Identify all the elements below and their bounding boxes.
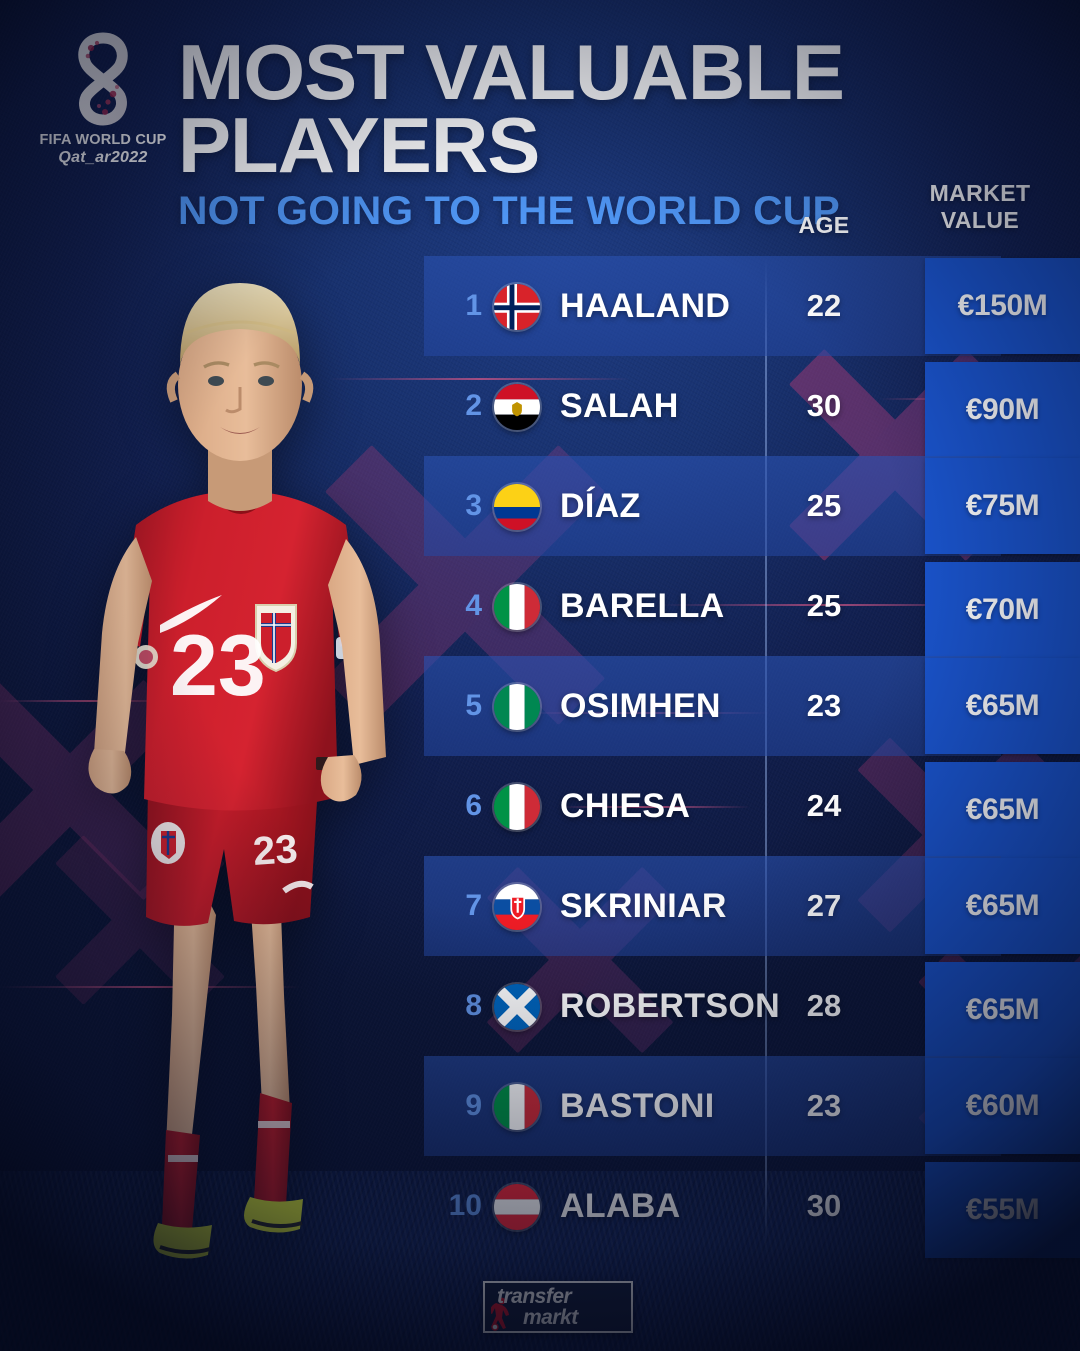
- row-market-value: €90M: [965, 393, 1040, 426]
- row-rank: 1: [465, 289, 482, 322]
- table-row[interactable]: 1 HAALAND 22 €150M: [424, 256, 1080, 356]
- row-player-name: ROBERTSON: [560, 986, 780, 1025]
- flag-icon-italy: [494, 584, 540, 630]
- row-age: 30: [806, 388, 842, 423]
- row-market-value: €55M: [965, 1193, 1040, 1226]
- svg-text:23: 23: [170, 618, 266, 714]
- row-market-value-cell: €90M: [925, 362, 1080, 458]
- row-market-value: €65M: [965, 889, 1040, 922]
- column-header-market-value-line1: MARKET: [929, 180, 1031, 206]
- transfermarkt-logo[interactable]: transfer markt: [483, 1281, 633, 1333]
- table-row[interactable]: 3 DÍAZ 25 €75M: [424, 456, 1080, 556]
- row-player-name: OSIMHEN: [560, 686, 721, 725]
- table-row[interactable]: 9 BASTONI 23 €60M: [424, 1056, 1080, 1156]
- flag-icon-austria: [494, 1184, 540, 1230]
- row-age: 22: [806, 288, 842, 323]
- player-ranking-table: 1 HAALAND 22 €150M 2 SALAH 30 €90M 3 DÍAZ 25 €75…: [424, 256, 1080, 1258]
- row-market-value-cell: €65M: [925, 858, 1080, 954]
- table-row[interactable]: 5 OSIMHEN 23 €65M: [424, 656, 1080, 756]
- fifa-logo-line2: Qat_ar2022: [58, 149, 148, 166]
- row-age: 28: [806, 988, 842, 1023]
- row-market-value: €60M: [965, 1089, 1040, 1122]
- row-market-value-cell: €75M: [925, 458, 1080, 554]
- row-age: 23: [806, 688, 842, 723]
- column-header-market-value-line2: VALUE: [940, 207, 1020, 234]
- row-rank: 2: [465, 389, 482, 422]
- row-age: 23: [806, 1088, 842, 1123]
- flag-icon-slovakia: [494, 884, 540, 930]
- row-player-name: BARELLA: [560, 586, 725, 625]
- row-rank: 8: [465, 989, 482, 1022]
- svg-text:23: 23: [252, 827, 299, 874]
- player-photo-haaland: 23 23: [40, 225, 440, 1285]
- row-market-value: €70M: [965, 593, 1040, 626]
- row-rank: 9: [465, 1089, 482, 1122]
- row-age: 25: [806, 488, 842, 523]
- table-row[interactable]: 10 ALABA 30 €55M: [424, 1156, 1080, 1258]
- flag-icon-scotland: [494, 984, 540, 1030]
- row-market-value-cell: €150M: [925, 258, 1080, 354]
- row-market-value-cell: €55M: [925, 1162, 1080, 1258]
- flag-icon-colombia: [494, 484, 540, 530]
- row-rank: 6: [465, 789, 482, 822]
- page-title: MOST VALUABLE PLAYERS: [178, 28, 845, 190]
- column-header-market-value: MARKET VALUE: [900, 180, 1060, 234]
- row-rank: 10: [448, 1189, 482, 1222]
- row-market-value-cell: €65M: [925, 762, 1080, 858]
- flag-icon-italy: [494, 1084, 540, 1130]
- row-market-value-cell: €60M: [925, 1058, 1080, 1154]
- table-row[interactable]: 4 BARELLA 25 €70M: [424, 556, 1080, 658]
- row-age: 27: [806, 888, 842, 923]
- row-age: 25: [806, 588, 842, 623]
- table-row[interactable]: 6 CHIESA 24 €65M: [424, 756, 1080, 858]
- fifa-world-cup-logo: FIFA WORLD CUP Qat_ar2022: [28, 32, 178, 180]
- poster-header: FIFA WORLD CUP Qat_ar2022 MOST VALUABLE …: [0, 0, 1080, 231]
- row-player-name: CHIESA: [560, 786, 691, 825]
- row-player-name: SKRINIAR: [560, 886, 727, 925]
- table-row[interactable]: 7 SKRINIAR 27 €65M: [424, 856, 1080, 956]
- row-player-name: SALAH: [560, 386, 679, 425]
- table-row[interactable]: 8 ROBERTSON 28 €65M: [424, 956, 1080, 1058]
- row-market-value-cell: €70M: [925, 562, 1080, 658]
- row-market-value: €75M: [965, 489, 1040, 522]
- flag-icon-egypt: [494, 384, 540, 430]
- row-market-value-cell: €65M: [925, 962, 1080, 1058]
- row-rank: 4: [465, 589, 482, 622]
- row-age: 24: [806, 788, 842, 823]
- row-rank: 3: [465, 489, 482, 522]
- flag-icon-nigeria: [494, 684, 540, 730]
- flag-icon-norway: [494, 284, 540, 330]
- row-market-value: €150M: [957, 289, 1048, 322]
- row-player-name: DÍAZ: [560, 486, 641, 525]
- column-header-age: AGE: [798, 212, 850, 238]
- row-age: 30: [806, 1188, 842, 1223]
- row-market-value-cell: €65M: [925, 658, 1080, 754]
- row-market-value: €65M: [965, 993, 1040, 1026]
- row-player-name: BASTONI: [560, 1086, 715, 1125]
- fifa-logo-line1: FIFA WORLD CUP: [39, 132, 167, 148]
- fifa-emblem-icon: [72, 32, 134, 128]
- row-rank: 7: [465, 889, 482, 922]
- flag-icon-italy: [494, 784, 540, 830]
- table-row[interactable]: 2 SALAH 30 €90M: [424, 356, 1080, 458]
- row-rank: 5: [465, 689, 482, 722]
- row-player-name: HAALAND: [560, 286, 731, 325]
- row-market-value: €65M: [965, 793, 1040, 826]
- transfermarkt-brand-line2: markt: [523, 1306, 578, 1329]
- row-market-value: €65M: [965, 689, 1040, 722]
- transfermarkt-brand-line1: transfer: [497, 1285, 572, 1308]
- row-player-name: ALABA: [560, 1186, 681, 1225]
